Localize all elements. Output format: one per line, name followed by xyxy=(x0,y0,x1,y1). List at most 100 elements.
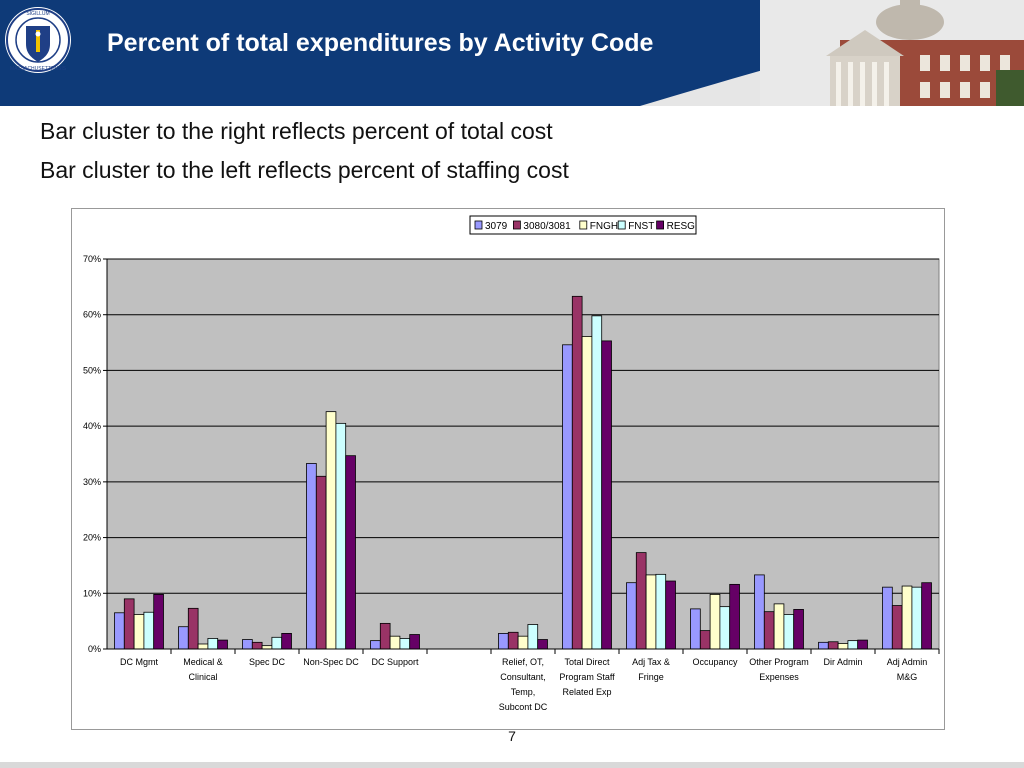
bar-FNST xyxy=(655,573,667,650)
legend-label: 3079 xyxy=(485,221,508,232)
bar-3079 xyxy=(306,463,317,650)
x-category-label: Occupancy xyxy=(692,657,738,667)
y-tick-label: 20% xyxy=(83,533,101,543)
legend-label: RESG xyxy=(667,221,696,232)
bar-FNGH xyxy=(325,411,337,650)
plot-area xyxy=(106,258,940,650)
bar-FNGH xyxy=(133,614,145,650)
bar-3079 xyxy=(498,632,509,650)
bar-RESG xyxy=(729,583,740,650)
bar-3079 xyxy=(562,344,573,650)
x-category-label: Expenses xyxy=(759,672,799,682)
y-tick-label: 30% xyxy=(83,477,101,487)
bar-FNGH xyxy=(197,643,209,650)
slide-header: SIGILLUM MASSACHUSETTENSIS Percent of to… xyxy=(0,0,1024,106)
bar-FNGH xyxy=(517,635,529,650)
x-category-label: Total Direct xyxy=(564,657,610,667)
bar-FNGH xyxy=(581,336,593,650)
bar-3079 xyxy=(882,586,893,650)
bar-3079 xyxy=(114,612,125,650)
bar-FNST xyxy=(847,640,859,650)
legend-label: FNGH xyxy=(590,221,618,232)
bar-RESG xyxy=(153,593,164,650)
footer-rule xyxy=(0,762,1024,768)
x-category-label: Adj Admin xyxy=(887,657,928,667)
bar-3080-3081 xyxy=(507,631,519,650)
bar-FNST xyxy=(719,606,731,650)
bar-FNST xyxy=(399,638,411,650)
bar-RESG xyxy=(345,455,356,650)
y-tick-label: 70% xyxy=(83,254,101,264)
bar-3080-3081 xyxy=(187,607,199,650)
bar-3079 xyxy=(818,641,829,650)
bar-FNST xyxy=(783,614,795,650)
x-category-label: Fringe xyxy=(638,672,664,682)
bar-3080-3081 xyxy=(571,295,583,650)
bar-3079 xyxy=(690,608,701,650)
x-category-label: M&G xyxy=(897,672,918,682)
y-tick-label: 60% xyxy=(83,310,101,320)
legend-label: 3080/3081 xyxy=(523,221,571,232)
svg-text:MASSACHUSETTENSIS: MASSACHUSETTENSIS xyxy=(10,66,67,72)
y-tick-label: 40% xyxy=(83,421,101,431)
legend-label: FNST xyxy=(628,221,654,232)
bar-FNST xyxy=(207,638,219,650)
bar-3080-3081 xyxy=(699,630,711,650)
bar-FNGH xyxy=(837,643,849,650)
bar-3080-3081 xyxy=(379,622,391,650)
x-category-label: DC Mgmt xyxy=(120,657,158,667)
y-tick-label: 0% xyxy=(88,644,101,654)
x-category-label: Adj Tax & xyxy=(632,657,670,667)
bar-FNGH xyxy=(261,645,273,650)
x-category-label: Medical & xyxy=(183,657,223,667)
bar-RESG xyxy=(217,639,228,650)
bar-FNGH xyxy=(709,593,721,650)
bar-FNST xyxy=(591,315,603,650)
bar-3079 xyxy=(626,582,637,650)
bar-3079 xyxy=(242,639,253,650)
x-category-label: Temp, xyxy=(511,687,536,697)
y-tick-label: 50% xyxy=(83,365,101,375)
bar-RESG xyxy=(921,582,932,650)
bar-3080-3081 xyxy=(635,552,647,650)
state-seal-logo: SIGILLUM MASSACHUSETTENSIS xyxy=(5,7,71,73)
bar-RESG xyxy=(857,639,868,650)
x-category-label: Other Program xyxy=(749,657,809,667)
legend-swatch xyxy=(656,220,664,230)
bullet-left-cluster: Bar cluster to the left reflects percent… xyxy=(40,157,569,183)
bar-3080-3081 xyxy=(763,611,775,650)
x-category-label: Clinical xyxy=(188,672,217,682)
bar-FNGH xyxy=(901,585,913,650)
legend-swatch xyxy=(617,220,626,230)
x-category-label: Related Exp xyxy=(562,687,611,697)
slide-title: Percent of total expenditures by Activit… xyxy=(107,29,654,57)
page-number: 7 xyxy=(508,728,516,744)
bar-FNST xyxy=(271,636,283,650)
bar-FNST xyxy=(911,586,923,650)
bar-FNGH xyxy=(645,574,657,650)
bar-FNGH xyxy=(773,603,785,650)
legend-swatch xyxy=(474,220,483,230)
bar-RESG xyxy=(793,609,804,650)
state-house-image xyxy=(760,0,1024,106)
bar-chart: 0% 10% 20% 30% 40% 50% 60% 70% DC Mgmt Medical & C… xyxy=(83,215,940,712)
bar-RESG xyxy=(665,580,676,650)
bar-3080-3081 xyxy=(315,475,327,650)
x-category-label: Relief, OT, xyxy=(502,657,544,667)
bar-FNGH xyxy=(389,635,401,650)
x-category-label: Subcont DC xyxy=(499,702,548,712)
x-category-label: Non-Spec DC xyxy=(303,657,359,667)
x-category-label: Spec DC xyxy=(249,657,286,667)
x-category-label: Program Staff xyxy=(559,672,615,682)
bullet-right-cluster: Bar cluster to the right reflects percen… xyxy=(40,118,553,144)
bar-RESG xyxy=(537,639,548,650)
bar-3079 xyxy=(754,574,765,650)
x-category-label: Consultant, xyxy=(500,672,546,682)
bar-3080-3081 xyxy=(891,605,903,650)
bar-RESG xyxy=(281,632,292,650)
svg-text:SIGILLUM: SIGILLUM xyxy=(26,11,49,17)
bar-3080-3081 xyxy=(827,641,839,650)
x-category-label: DC Support xyxy=(371,657,419,667)
bar-3080-3081 xyxy=(251,641,263,650)
legend-swatch xyxy=(579,220,588,230)
